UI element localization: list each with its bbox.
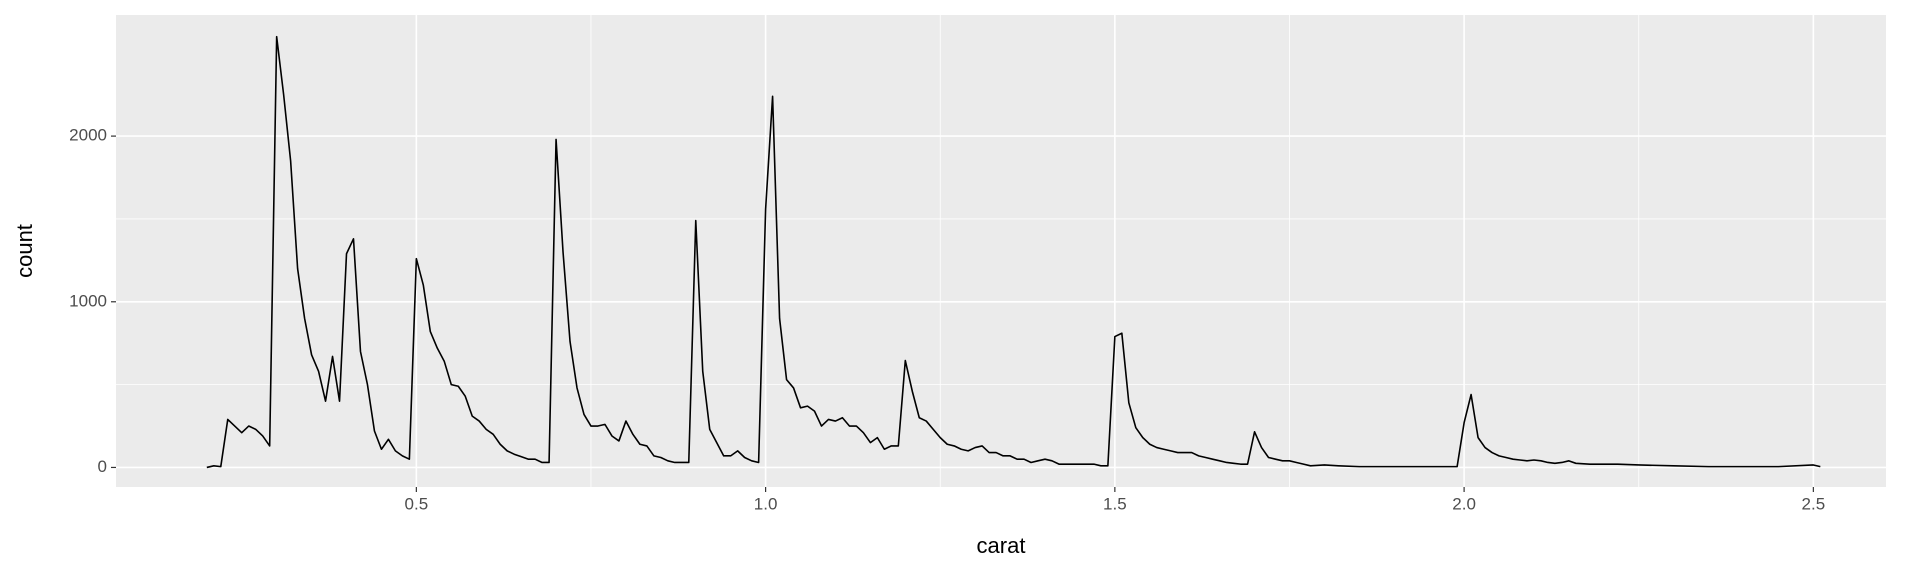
x-tick-label: 0.5 xyxy=(405,494,429,513)
x-tick-label: 1.5 xyxy=(1103,494,1127,513)
y-tick-label: 0 xyxy=(98,457,107,476)
data-line xyxy=(206,35,1821,469)
y-axis-title: count xyxy=(12,224,37,278)
x-tick-label: 2.5 xyxy=(1802,494,1826,513)
x-tick-label: 1.0 xyxy=(754,494,778,513)
x-tick-label: 2.0 xyxy=(1452,494,1476,513)
x-axis-title: carat xyxy=(977,533,1026,558)
plot-panel xyxy=(116,15,1886,487)
y-tick-label: 1000 xyxy=(69,291,107,310)
y-tick-label: 2000 xyxy=(69,126,107,145)
